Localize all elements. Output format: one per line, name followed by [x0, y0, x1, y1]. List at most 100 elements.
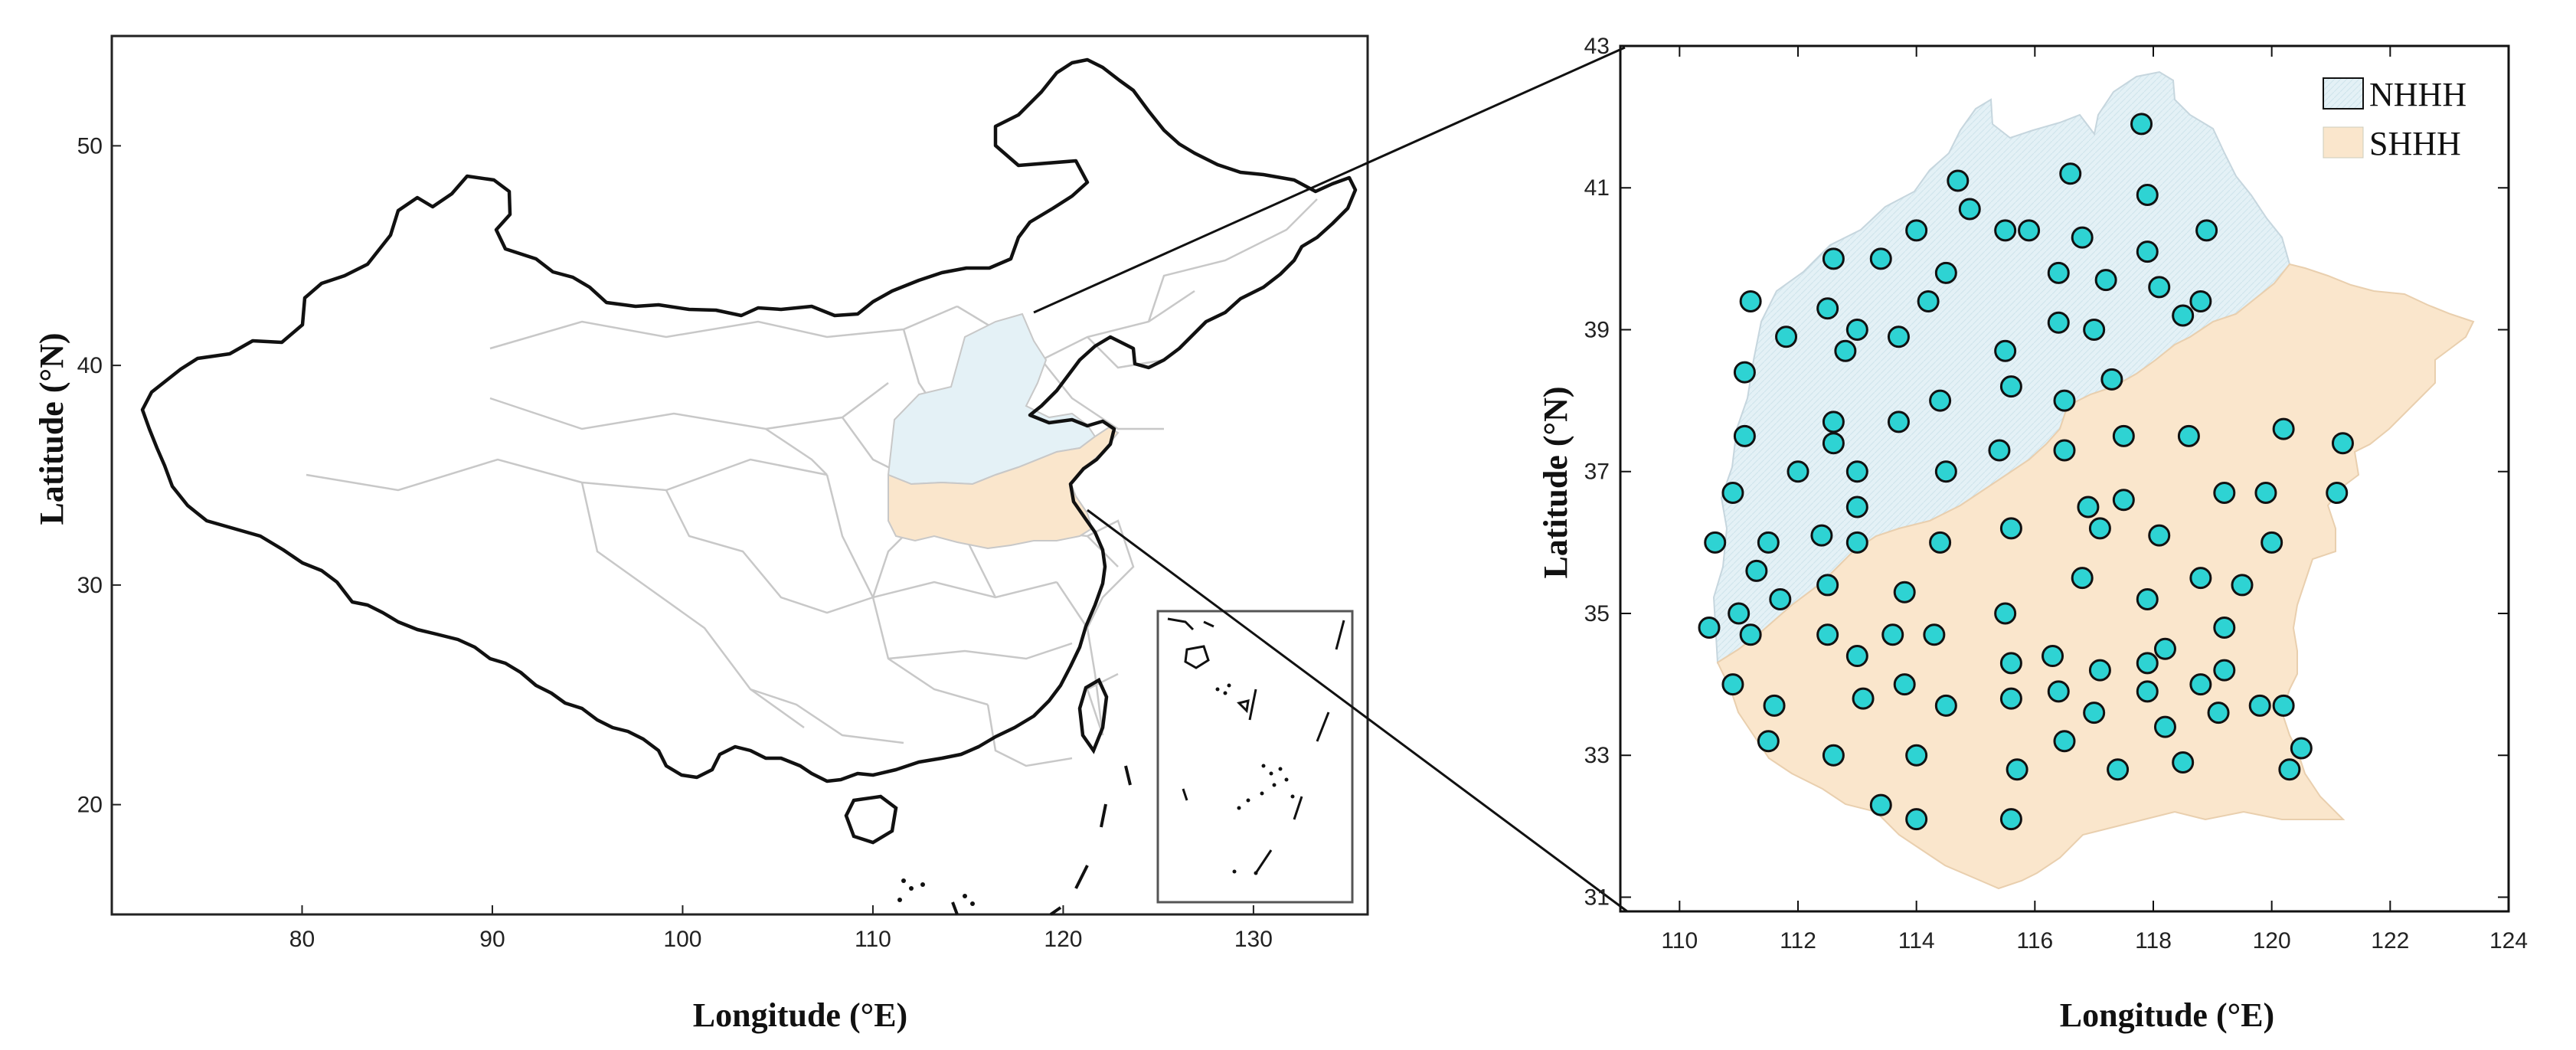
station-marker [1698, 617, 1721, 639]
station-marker [2213, 659, 2236, 682]
right-y-tick-label: 43 [1584, 34, 1610, 59]
station-marker [2042, 645, 2064, 668]
right-x-tick-label: 120 [2253, 928, 2291, 954]
station-marker [2148, 276, 2171, 299]
left-x-tick-label: 80 [289, 927, 315, 952]
right-y-tick-label: 33 [1584, 743, 1610, 768]
right-x-tick-label: 124 [2489, 928, 2528, 954]
left-y-ticks: 50 40 30 20 [77, 133, 121, 818]
right-map-huang-huai-hai: 110 112 114 116 118 120 122 124 43413937353331 … [1537, 34, 2528, 1034]
station-marker [1739, 623, 1762, 646]
station-marker [2172, 304, 2195, 327]
station-marker [1934, 460, 1957, 483]
south-sea-dots [897, 878, 975, 906]
station-marker [2136, 184, 2159, 207]
legend-swatch-nhhh [2323, 77, 2364, 110]
station-marker [1816, 623, 1839, 646]
legend: NHHH SHHH [2323, 76, 2466, 162]
station-marker [1917, 289, 1940, 312]
station-marker [2231, 574, 2254, 597]
station-marker [2278, 758, 2301, 781]
station-marker [2172, 751, 2195, 774]
right-x-tick-label: 118 [2135, 928, 2172, 954]
station-marker [2047, 680, 2070, 703]
station-marker [1757, 531, 1780, 554]
left-y-tick-label: 40 [77, 353, 103, 378]
inset-islands-dots [1215, 683, 1295, 875]
left-map-china: 80 90 100 110 120 130 50 40 30 20 Longitude (°E)… [33, 34, 1369, 1034]
right-map-frame [1619, 44, 2510, 913]
station-marker [2189, 673, 2212, 696]
station-marker [1816, 297, 1839, 320]
station-marker [2195, 219, 2218, 242]
china-outline [140, 57, 1358, 783]
inset-content [1167, 617, 1345, 874]
station-marker [2153, 637, 2176, 660]
zoom-connector-lines [1033, 46, 1628, 913]
station-marker [2136, 587, 2159, 610]
station-marker [2136, 240, 2159, 263]
left-y-tick-label: 50 [77, 133, 103, 159]
station-marker [1905, 219, 1928, 242]
station-marker [2047, 311, 2070, 334]
station-marker [1845, 460, 1868, 483]
station-marker [1721, 673, 1744, 696]
station-marker [2130, 113, 2153, 136]
station-marker [2136, 680, 2159, 703]
station-marker [2094, 269, 2117, 292]
station-marker [2248, 694, 2271, 717]
station-marker [1704, 531, 1727, 554]
station-marker [1739, 289, 1762, 312]
station-marker [2213, 617, 2236, 639]
station-marker [2083, 702, 2106, 725]
station-marker [2053, 389, 2076, 412]
station-marker [2272, 417, 2295, 440]
station-marker [1757, 730, 1780, 753]
station-marker [2272, 694, 2295, 717]
station-marker [2053, 439, 2076, 462]
station-marker [2112, 489, 2135, 512]
nine-dash-stroke [951, 765, 1132, 916]
station-marker [2107, 758, 2130, 781]
station-marker [2136, 652, 2159, 675]
station-marker [1994, 219, 2017, 242]
station-marker [1923, 623, 1946, 646]
station-marker [2100, 368, 2123, 391]
left-x-tick-label: 130 [1234, 927, 1273, 952]
station-marker [1810, 524, 1833, 547]
station-marker [2213, 482, 2236, 505]
left-x-tick-label: 110 [855, 927, 891, 952]
legend-label-nhhh: NHHH [2369, 76, 2466, 113]
station-marker [1988, 439, 2011, 462]
station-marker [2047, 261, 2070, 284]
station-marker [1763, 694, 1786, 717]
station-marker [2083, 318, 2106, 341]
right-x-tick-label: 122 [2371, 928, 2409, 954]
left-x-tick-label: 90 [479, 927, 505, 952]
station-marker [1869, 247, 1892, 270]
station-marker [2153, 715, 2176, 738]
legend-swatch-shhh [2323, 126, 2364, 159]
station-marker [2254, 482, 2277, 505]
south-china-sea-inset [1156, 610, 1354, 904]
right-x-tick-label: 114 [1898, 928, 1935, 954]
station-marker [1994, 339, 2017, 362]
right-y-ticks: 43 41 39 37 35 33 31 [1584, 34, 2509, 910]
station-marker [1845, 318, 1868, 341]
right-y-tick-label: 31 [1584, 885, 1610, 910]
station-marker [1733, 361, 1756, 384]
station-marker [1845, 496, 1868, 518]
left-x-axis-label: Longitude (°E) [693, 996, 907, 1034]
left-y-axis-label: Latitude (°N) [33, 332, 70, 525]
station-marker [2261, 531, 2283, 554]
station-marker [1999, 652, 2022, 675]
right-x-ticks: 110 112 114 116 118 120 122 124 [1661, 46, 2528, 954]
station-marker [2088, 517, 2111, 540]
station-marker [2189, 289, 2212, 312]
station-marker [1929, 389, 1952, 412]
station-marker [2071, 567, 2094, 590]
left-x-tick-label: 100 [663, 927, 701, 952]
station-marker [2326, 482, 2349, 505]
station-marker [1958, 198, 1981, 221]
station-marker [2189, 567, 2212, 590]
